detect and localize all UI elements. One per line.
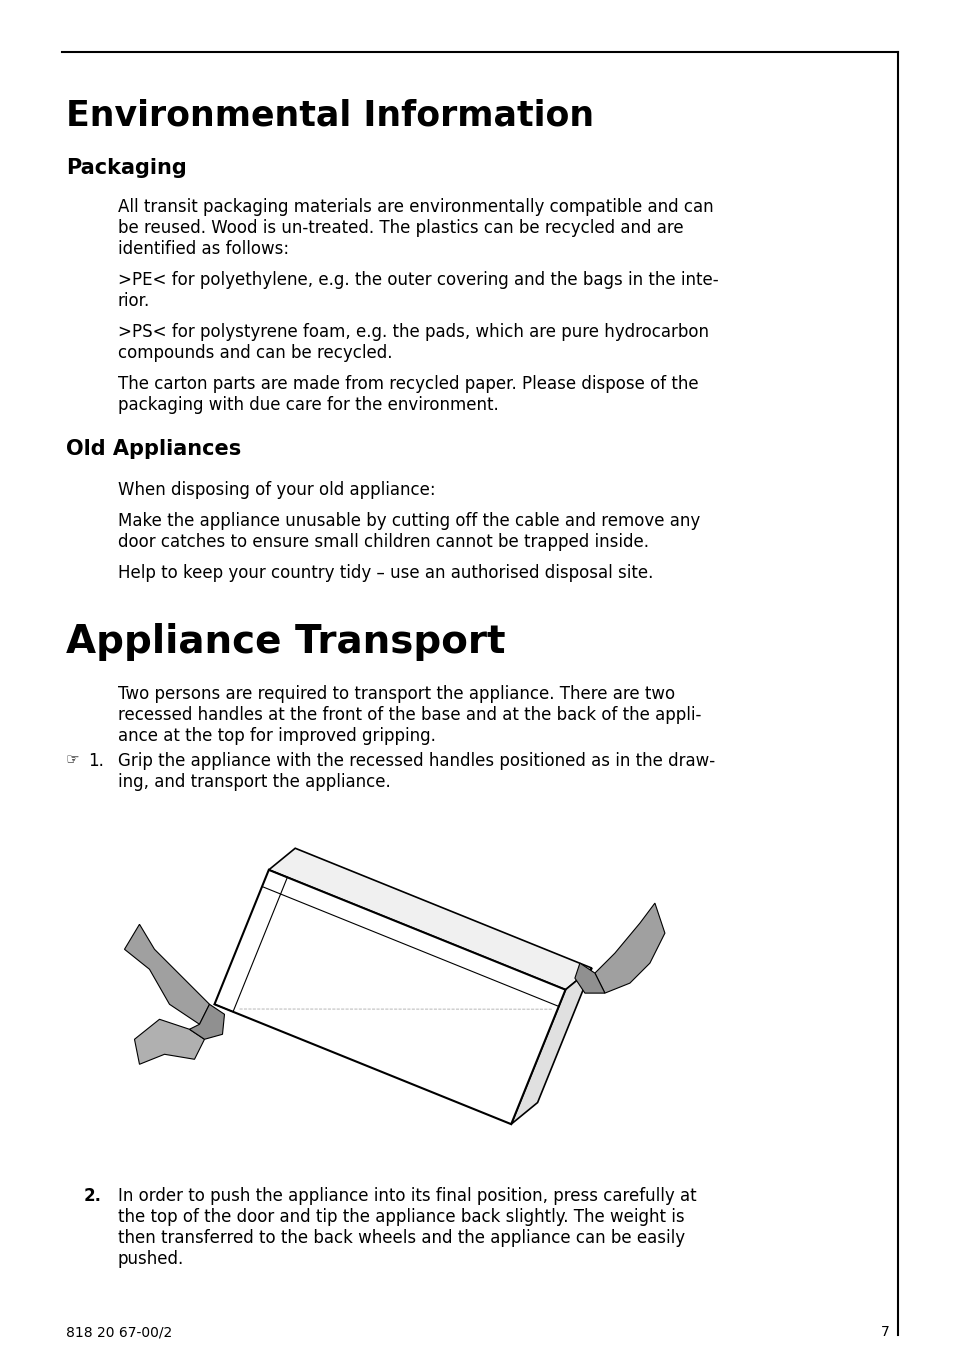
Text: >PS< for polystyrene foam, e.g. the pads, which are pure hydrocarbon: >PS< for polystyrene foam, e.g. the pads… [118,323,708,341]
Text: the top of the door and tip the appliance back slightly. The weight is: the top of the door and tip the applianc… [118,1207,684,1226]
Text: 2.: 2. [84,1187,102,1205]
Text: pushed.: pushed. [118,1251,184,1268]
Polygon shape [511,968,591,1124]
Text: then transferred to the back wheels and the appliance can be easily: then transferred to the back wheels and … [118,1229,684,1247]
Text: 818 20 67-00/2: 818 20 67-00/2 [66,1325,172,1338]
Text: When disposing of your old appliance:: When disposing of your old appliance: [118,481,436,499]
Text: ance at the top for improved gripping.: ance at the top for improved gripping. [118,727,436,745]
Text: recessed handles at the front of the base and at the back of the appli-: recessed handles at the front of the bas… [118,706,700,725]
Text: 1.: 1. [88,752,104,771]
Polygon shape [595,903,664,994]
Text: ☞: ☞ [66,752,79,767]
Text: Help to keep your country tidy – use an authorised disposal site.: Help to keep your country tidy – use an … [118,564,653,581]
Text: All transit packaging materials are environmentally compatible and can: All transit packaging materials are envi… [118,197,713,216]
Text: 7: 7 [881,1325,889,1338]
Text: compounds and can be recycled.: compounds and can be recycled. [118,343,392,362]
Text: Grip the appliance with the recessed handles positioned as in the draw-: Grip the appliance with the recessed han… [118,752,715,771]
Text: >PE< for polyethylene, e.g. the outer covering and the bags in the inte-: >PE< for polyethylene, e.g. the outer co… [118,270,718,289]
Text: Packaging: Packaging [66,158,187,178]
Text: ing, and transport the appliance.: ing, and transport the appliance. [118,773,391,791]
Text: rior.: rior. [118,292,150,310]
Polygon shape [134,1019,204,1064]
Polygon shape [124,925,210,1025]
Text: door catches to ensure small children cannot be trapped inside.: door catches to ensure small children ca… [118,533,648,552]
Text: Appliance Transport: Appliance Transport [66,623,505,661]
Polygon shape [269,848,591,990]
Text: In order to push the appliance into its final position, press carefully at: In order to push the appliance into its … [118,1187,696,1205]
Text: Environmental Information: Environmental Information [66,97,594,132]
Polygon shape [575,963,604,994]
Text: Two persons are required to transport the appliance. There are two: Two persons are required to transport th… [118,685,675,703]
Text: packaging with due care for the environment.: packaging with due care for the environm… [118,396,498,414]
Text: Old Appliances: Old Appliances [66,439,241,458]
Polygon shape [214,869,565,1124]
Text: identified as follows:: identified as follows: [118,241,289,258]
Text: The carton parts are made from recycled paper. Please dispose of the: The carton parts are made from recycled … [118,375,698,393]
Text: Make the appliance unusable by cutting off the cable and remove any: Make the appliance unusable by cutting o… [118,512,700,530]
Text: be reused. Wood is un-treated. The plastics can be recycled and are: be reused. Wood is un-treated. The plast… [118,219,683,237]
Polygon shape [190,1005,224,1040]
